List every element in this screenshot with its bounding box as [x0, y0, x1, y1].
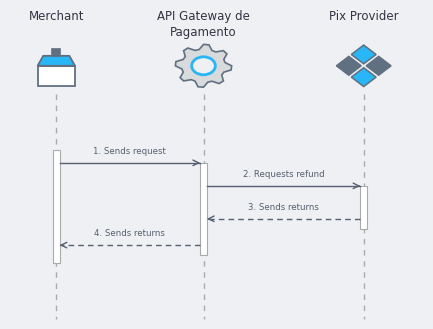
Text: API Gateway de
Pagamento: API Gateway de Pagamento — [157, 10, 250, 39]
Polygon shape — [351, 45, 376, 64]
Polygon shape — [351, 68, 376, 87]
Circle shape — [192, 57, 215, 75]
Polygon shape — [38, 56, 75, 66]
Polygon shape — [336, 56, 361, 75]
Bar — [52, 49, 60, 56]
Bar — [200, 163, 207, 255]
Text: 2. Requests refund: 2. Requests refund — [243, 170, 324, 179]
Text: 4. Sends returns: 4. Sends returns — [94, 229, 165, 238]
Text: 3. Sends returns: 3. Sends returns — [248, 203, 319, 212]
Text: Pix Provider: Pix Provider — [329, 10, 398, 23]
Text: 1. Sends request: 1. Sends request — [94, 147, 166, 156]
Polygon shape — [175, 44, 232, 87]
Polygon shape — [366, 56, 391, 75]
Bar — [53, 150, 60, 263]
Text: Merchant: Merchant — [29, 10, 84, 23]
Bar — [360, 186, 367, 229]
Bar — [38, 66, 75, 86]
